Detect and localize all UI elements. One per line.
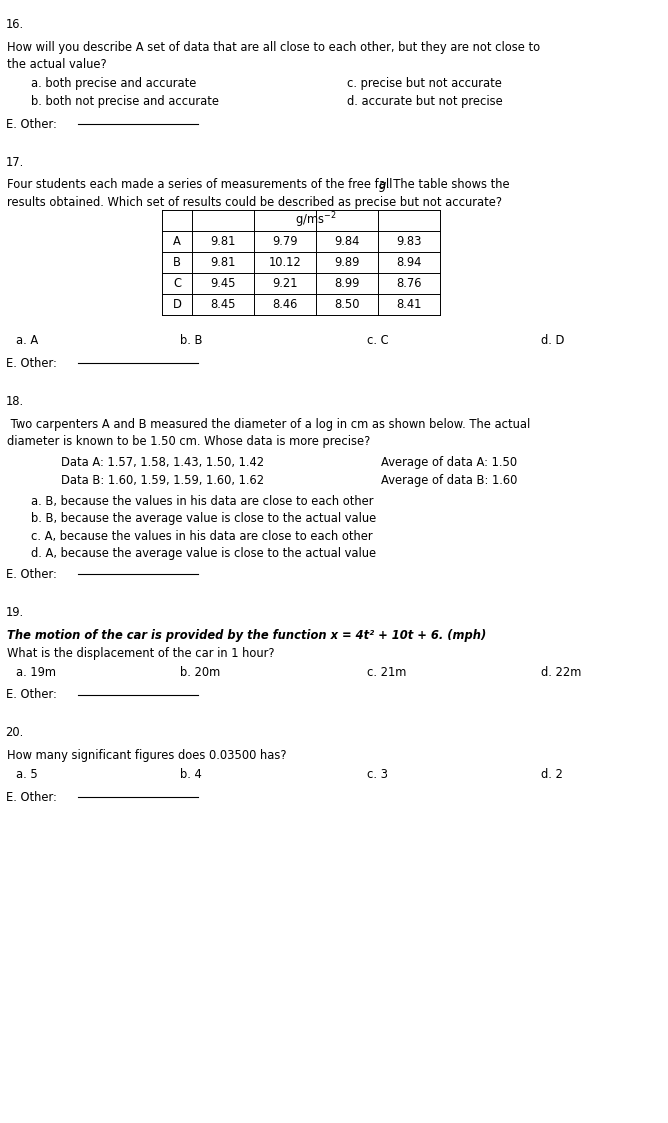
Text: The motion of the car is provided by the function x = 4t² + 10t + 6. (mph): The motion of the car is provided by the…	[7, 629, 486, 642]
Text: E. Other:: E. Other:	[5, 688, 60, 702]
Text: b. both not precise and accurate: b. both not precise and accurate	[31, 95, 218, 108]
Text: c. C: c. C	[367, 335, 389, 347]
Text: 8.99: 8.99	[334, 277, 359, 290]
Text: 8.76: 8.76	[396, 277, 422, 290]
Text: a. both precise and accurate: a. both precise and accurate	[31, 77, 196, 91]
Text: d. A, because the average value is close to the actual value: d. A, because the average value is close…	[31, 547, 375, 560]
Text: a. A: a. A	[15, 335, 38, 347]
Text: b. 4: b. 4	[180, 768, 202, 782]
Text: a. 5: a. 5	[15, 768, 37, 782]
Text: E. Other:: E. Other:	[5, 118, 60, 130]
Text: b. 20m: b. 20m	[180, 666, 220, 678]
Text: What is the displacement of the car in 1 hour?: What is the displacement of the car in 1…	[7, 647, 274, 659]
Text: b. B, because the average value is close to the actual value: b. B, because the average value is close…	[31, 512, 375, 526]
Text: D: D	[172, 298, 182, 311]
Text: 17.: 17.	[5, 156, 24, 168]
Text: Data B: 1.60, 1.59, 1.59, 1.60, 1.62: Data B: 1.60, 1.59, 1.59, 1.60, 1.62	[61, 474, 264, 486]
Text: Average of data A: 1.50: Average of data A: 1.50	[381, 456, 517, 469]
Text: d. accurate but not precise: d. accurate but not precise	[347, 95, 503, 108]
Text: 8.50: 8.50	[334, 298, 360, 311]
Text: 19.: 19.	[5, 606, 23, 619]
Text: How many significant figures does 0.03500 has?: How many significant figures does 0.0350…	[7, 749, 286, 763]
Text: d. 2: d. 2	[541, 768, 563, 782]
Text: B: B	[173, 256, 181, 270]
Text: results obtained. Which set of results could be described as precise but not acc: results obtained. Which set of results c…	[7, 197, 502, 209]
Text: g: g	[379, 179, 386, 192]
Text: a. B, because the values in his data are close to each other: a. B, because the values in his data are…	[31, 495, 373, 508]
Text: c. 21m: c. 21m	[367, 666, 407, 678]
Text: 9.79: 9.79	[273, 235, 298, 248]
Text: E. Other:: E. Other:	[5, 568, 60, 582]
Text: g/ms$^{-2}$: g/ms$^{-2}$	[295, 211, 337, 230]
Text: d. 22m: d. 22m	[541, 666, 581, 678]
Text: Average of data B: 1.60: Average of data B: 1.60	[381, 474, 517, 486]
Text: diameter is known to be 1.50 cm. Whose data is more precise?: diameter is known to be 1.50 cm. Whose d…	[7, 436, 370, 448]
Text: 9.21: 9.21	[273, 277, 298, 290]
Text: . The table shows the: . The table shows the	[386, 179, 510, 192]
Text: 8.45: 8.45	[210, 298, 236, 311]
Text: 8.41: 8.41	[396, 298, 422, 311]
Text: 9.45: 9.45	[210, 277, 236, 290]
Text: Four students each made a series of measurements of the free fall: Four students each made a series of meas…	[7, 179, 395, 192]
Text: d. D: d. D	[541, 335, 564, 347]
Text: Data A: 1.57, 1.58, 1.43, 1.50, 1.42: Data A: 1.57, 1.58, 1.43, 1.50, 1.42	[61, 456, 264, 469]
Text: 10.12: 10.12	[269, 256, 301, 270]
Text: E. Other:: E. Other:	[5, 792, 60, 804]
Text: How will you describe A set of data that are all close to each other, but they a: How will you describe A set of data that…	[7, 40, 540, 54]
Text: c. precise but not accurate: c. precise but not accurate	[347, 77, 502, 91]
Text: 16.: 16.	[5, 18, 23, 31]
Text: 9.84: 9.84	[334, 235, 359, 248]
Text: C: C	[173, 277, 181, 290]
Text: a. 19m: a. 19m	[15, 666, 55, 678]
Text: 9.83: 9.83	[396, 235, 422, 248]
Text: the actual value?: the actual value?	[7, 58, 106, 71]
Text: 9.81: 9.81	[210, 256, 236, 270]
Text: 18.: 18.	[5, 395, 23, 408]
Text: c. 3: c. 3	[367, 768, 388, 782]
Text: 8.94: 8.94	[396, 256, 422, 270]
Text: A: A	[173, 235, 181, 248]
Text: 8.46: 8.46	[273, 298, 298, 311]
Text: Two carpenters A and B measured the diameter of a log in cm as shown below. The : Two carpenters A and B measured the diam…	[7, 418, 530, 431]
Text: b. B: b. B	[180, 335, 203, 347]
Text: 20.: 20.	[5, 727, 24, 740]
Text: 9.81: 9.81	[210, 235, 236, 248]
Text: 9.89: 9.89	[334, 256, 359, 270]
Text: E. Other:: E. Other:	[5, 357, 60, 369]
Text: c. A, because the values in his data are close to each other: c. A, because the values in his data are…	[31, 530, 372, 542]
